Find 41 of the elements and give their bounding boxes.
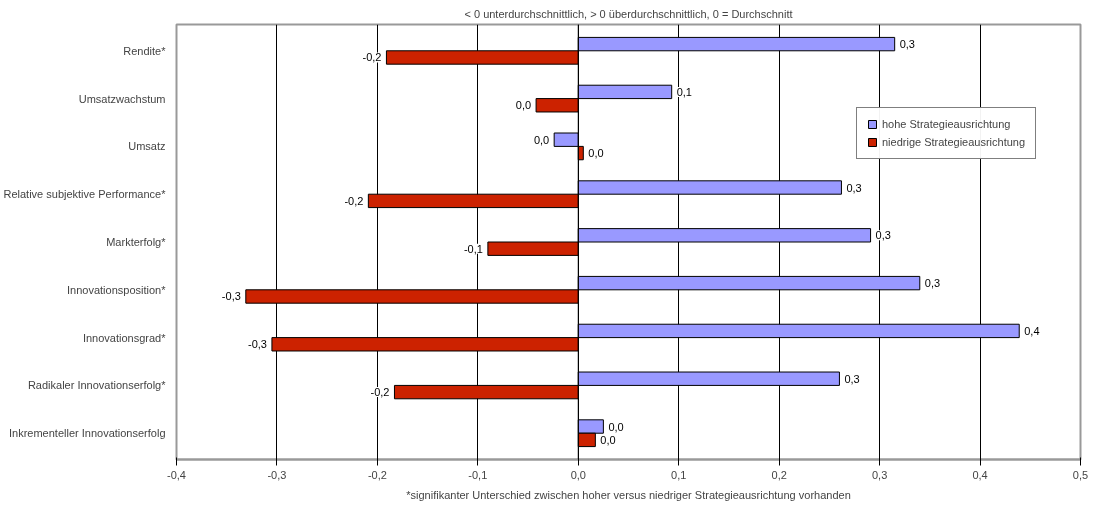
data-label: 0,3 bbox=[844, 372, 860, 385]
x-tick-label: 0,2 bbox=[771, 468, 787, 481]
x-tick-label: -0,1 bbox=[468, 468, 488, 481]
chart-title: < 0 unterdurchschnittlich, > 0 überdurchschnittlich, 0 = Durchschnitt bbox=[464, 7, 793, 20]
y-tick-label: Markterfolg* bbox=[106, 236, 167, 248]
data-label: 0,0 bbox=[608, 420, 624, 433]
data-label: -0,2 bbox=[370, 386, 390, 399]
data-label: 0,4 bbox=[1024, 324, 1040, 337]
x-tick-label: -0,3 bbox=[267, 468, 287, 481]
data-label: 0,0 bbox=[600, 433, 616, 446]
data-label: 0,3 bbox=[875, 229, 891, 242]
x-tick-label: 0,0 bbox=[570, 468, 586, 481]
x-tick-label: -0,2 bbox=[367, 468, 387, 481]
data-label: 0,1 bbox=[676, 85, 692, 98]
data-label: -0,1 bbox=[463, 242, 483, 255]
text: *signifikanter Unterschied zwischen hoher versus niedriger Strategieausrichtung vorhanden bbox=[406, 488, 851, 501]
data-label: 0,3 bbox=[924, 277, 941, 290]
data-label: 0,0 bbox=[533, 133, 550, 146]
data-label: -0,3 bbox=[247, 338, 267, 351]
x-tick-label: 0,5 bbox=[1072, 468, 1089, 481]
y-tick-label: Inkrementeller Innovationserfolg bbox=[8, 427, 166, 440]
y-tick-label: Umsatz bbox=[128, 140, 166, 153]
x-tick-label: -0,4 bbox=[167, 468, 186, 481]
legend-label: niedrige Strategieausrichtung bbox=[882, 136, 1026, 148]
y-tick-label: Innovationsposition* bbox=[67, 283, 167, 296]
y-tick-label: Radikaler Innovationserfolg* bbox=[27, 379, 167, 392]
legend-label: hohe Strategieausrichtung bbox=[882, 118, 1011, 130]
y-tick-label: Relative subjektive Performance* bbox=[3, 188, 167, 201]
data-label: 0,0 bbox=[515, 99, 532, 112]
data-label: 0,3 bbox=[899, 38, 915, 51]
data-label: -0,2 bbox=[362, 51, 382, 64]
data-label: -0,2 bbox=[344, 194, 364, 207]
y-tick-label: Rendite* bbox=[123, 44, 167, 57]
data-label: 0,0 bbox=[588, 147, 604, 160]
y-tick-label: Umsatzwachstum bbox=[78, 92, 166, 105]
x-tick-label: 0,1 bbox=[671, 468, 687, 481]
x-tick-label: 0,3 bbox=[871, 468, 888, 481]
data-label: -0,3 bbox=[221, 290, 241, 303]
x-tick-label: 0,4 bbox=[972, 468, 988, 481]
y-tick-label: Innovationsgrad* bbox=[82, 331, 167, 344]
data-label: 0,3 bbox=[846, 181, 862, 194]
